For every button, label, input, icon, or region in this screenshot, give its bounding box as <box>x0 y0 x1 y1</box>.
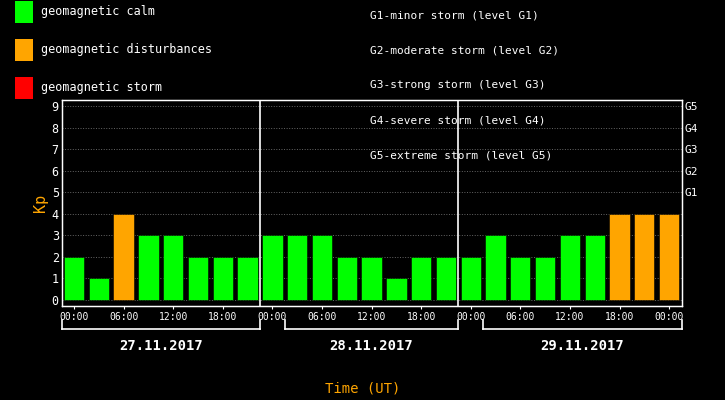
Bar <box>510 257 531 300</box>
Bar <box>287 235 307 300</box>
Bar <box>262 235 283 300</box>
Text: 28.11.2017: 28.11.2017 <box>330 339 413 353</box>
Text: geomagnetic storm: geomagnetic storm <box>41 82 162 94</box>
Bar <box>138 235 159 300</box>
Bar <box>237 257 258 300</box>
Text: G1-minor storm (level G1): G1-minor storm (level G1) <box>370 10 539 20</box>
Bar <box>411 257 431 300</box>
Bar <box>535 257 555 300</box>
Bar <box>188 257 208 300</box>
Bar <box>336 257 357 300</box>
Text: G4-severe storm (level G4): G4-severe storm (level G4) <box>370 116 545 126</box>
Y-axis label: Kp: Kp <box>33 194 48 212</box>
Text: G2-moderate storm (level G2): G2-moderate storm (level G2) <box>370 45 559 55</box>
Text: Time (UT): Time (UT) <box>325 382 400 396</box>
Bar <box>64 257 84 300</box>
Text: geomagnetic calm: geomagnetic calm <box>41 6 155 18</box>
Bar <box>584 235 605 300</box>
Bar <box>659 214 679 300</box>
Bar <box>560 235 580 300</box>
Text: 29.11.2017: 29.11.2017 <box>540 339 624 353</box>
Bar <box>634 214 655 300</box>
Bar <box>485 235 506 300</box>
Bar <box>212 257 233 300</box>
Bar <box>386 278 407 300</box>
Bar <box>88 278 109 300</box>
Bar <box>163 235 183 300</box>
Text: geomagnetic disturbances: geomagnetic disturbances <box>41 44 212 56</box>
Bar <box>312 235 332 300</box>
Bar <box>460 257 481 300</box>
Text: G3-strong storm (level G3): G3-strong storm (level G3) <box>370 80 545 90</box>
Text: 27.11.2017: 27.11.2017 <box>119 339 203 353</box>
Bar <box>436 257 456 300</box>
Bar <box>609 214 630 300</box>
Bar <box>361 257 382 300</box>
Text: G5-extreme storm (level G5): G5-extreme storm (level G5) <box>370 151 552 161</box>
Bar <box>113 214 134 300</box>
